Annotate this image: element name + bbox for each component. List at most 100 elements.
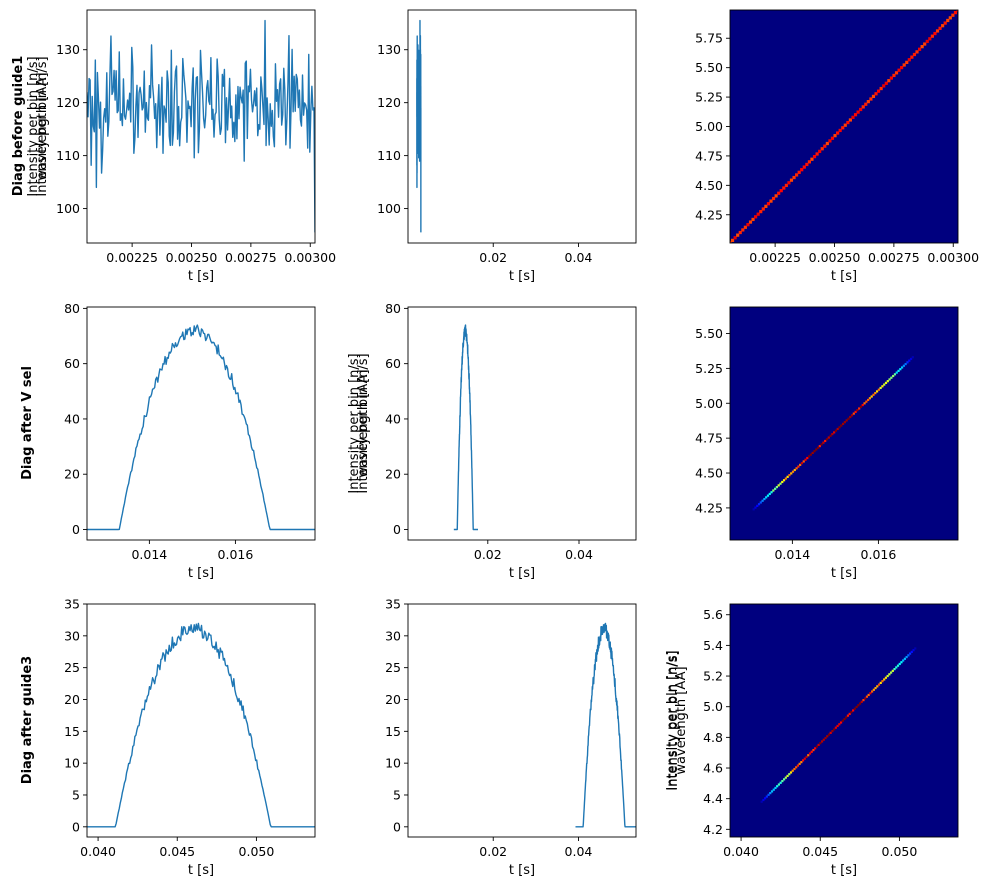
- heatmap-cell: [754, 506, 757, 509]
- heatmap-cell: [867, 693, 870, 697]
- heatmap-cell: [865, 695, 869, 698]
- heatmap-cell: [900, 366, 904, 369]
- heatmap-cell: [788, 474, 791, 477]
- heatmap-cell: [772, 489, 775, 492]
- heatmap-cell: [805, 755, 808, 759]
- heatmap-cell: [783, 778, 786, 781]
- y-tick-label: 0: [72, 522, 80, 537]
- heatmap-cell: [895, 666, 898, 669]
- heatmap-cell: [813, 450, 816, 453]
- heatmap-cell: [848, 118, 852, 122]
- y-tick-label: 0: [393, 522, 401, 537]
- heatmap-cell: [879, 681, 882, 684]
- heatmap-cell: [774, 786, 777, 790]
- heatmap-cell: [812, 154, 817, 159]
- y-tick-label: 4.50: [695, 466, 723, 481]
- y-tick-label: 4.50: [695, 178, 723, 193]
- heatmap-cell: [819, 742, 822, 745]
- heatmap-cell: [912, 52, 917, 57]
- heatmap-cell: [840, 424, 843, 427]
- heatmap-cell: [943, 21, 947, 25]
- heatmap-cell: [838, 723, 841, 726]
- panel-p12: 0.014 0.016 4.25 4.50 4.75 5.00 5.25 5.50 t [s] w…: [356, 306, 959, 581]
- x-tick-label: 0.014: [131, 547, 167, 562]
- heatmap-cell: [868, 397, 872, 400]
- heatmap-cell: [788, 773, 791, 776]
- y-axis-label: Intensity per bin [n/s]: [26, 56, 41, 196]
- heatmap-cell: [805, 162, 809, 167]
- series-line-p21: [575, 622, 636, 828]
- y-tick-label: 60: [64, 356, 80, 371]
- heatmap-cell: [910, 55, 914, 59]
- heatmap-cell: [912, 649, 915, 652]
- x-tick-label: 0.045: [159, 844, 195, 859]
- y-axis-label: wavelength [AA]: [35, 72, 50, 180]
- heatmap-cell: [904, 362, 907, 366]
- heatmap-cell: [893, 668, 896, 671]
- heatmap-cell: [869, 97, 873, 101]
- heatmap-cell: [759, 209, 763, 214]
- heatmap-cell: [874, 92, 878, 96]
- heatmap-cell: [879, 386, 882, 390]
- heatmap-cell: [833, 431, 836, 434]
- heatmap-cell: [831, 730, 834, 733]
- heatmap-cell: [933, 31, 937, 36]
- heatmap-cell: [883, 678, 886, 681]
- axes-frame-p10: [86, 306, 316, 541]
- heatmap-cell: [733, 236, 737, 240]
- heatmap-cell: [741, 228, 745, 232]
- y-tick-label: 35: [385, 597, 401, 612]
- heatmap-cell: [752, 508, 755, 511]
- x-tick-label: 0.00300: [927, 250, 979, 265]
- heatmap-cell: [801, 759, 805, 762]
- heatmap-cell: [793, 468, 796, 472]
- heatmap-cell: [847, 417, 850, 420]
- heatmap-cell: [920, 45, 924, 49]
- heatmap-cell: [738, 230, 742, 235]
- heatmap-cell: [796, 764, 800, 767]
- heatmap-cell: [891, 669, 894, 672]
- y-tick-label: 4.25: [695, 207, 723, 222]
- heatmap-cell: [892, 73, 896, 78]
- y-tick-label: 80: [64, 301, 80, 316]
- heatmap-cell: [930, 34, 934, 38]
- x-tick-label: 0.04: [565, 547, 593, 562]
- y-tick-label: 10: [385, 756, 401, 771]
- heatmap-cell: [915, 50, 919, 54]
- heatmap-cell: [856, 409, 859, 412]
- heatmap-cell: [886, 674, 889, 678]
- heatmap-cell: [808, 455, 811, 458]
- heatmap-cell: [792, 175, 796, 180]
- heatmap-cell: [907, 654, 910, 657]
- heatmap-cell: [831, 433, 834, 436]
- heatmap-cell: [781, 480, 784, 484]
- heatmap-cell: [872, 688, 875, 691]
- heatmap-cell: [779, 781, 782, 784]
- heatmap-cell: [789, 771, 793, 774]
- axes-frame-p12: [729, 306, 959, 541]
- heatmap-cell: [769, 199, 773, 203]
- heatmap-cell: [820, 443, 823, 446]
- heatmap-cell: [881, 385, 884, 388]
- heatmap-cell: [775, 485, 779, 489]
- heatmap-cell: [883, 383, 886, 386]
- x-tick-label: 0.016: [218, 547, 254, 562]
- heatmap-cell: [730, 238, 735, 242]
- y-tick-label: 110: [56, 148, 80, 163]
- heatmap-cell: [893, 373, 897, 376]
- heatmap-cell: [898, 662, 901, 666]
- y-tick-label: 30: [385, 628, 401, 643]
- heatmap-cell: [875, 390, 879, 393]
- axes-frame-p22: [729, 603, 959, 838]
- y-axis-label: Intensity per bin [n/s]: [666, 650, 681, 790]
- heatmap-cell: [900, 65, 904, 70]
- y-tick-label: 5.00: [695, 396, 723, 411]
- y-tick-label: 25: [385, 660, 401, 675]
- y-tick-label: 4.4: [703, 791, 723, 806]
- y-tick-label: 0: [393, 819, 401, 834]
- heatmap-cell: [897, 68, 901, 72]
- x-axis-label: t [s]: [188, 566, 214, 581]
- series-line-p10: [87, 324, 315, 531]
- x-tick-label: 0.00300: [284, 250, 336, 265]
- heatmap-cell: [793, 767, 796, 771]
